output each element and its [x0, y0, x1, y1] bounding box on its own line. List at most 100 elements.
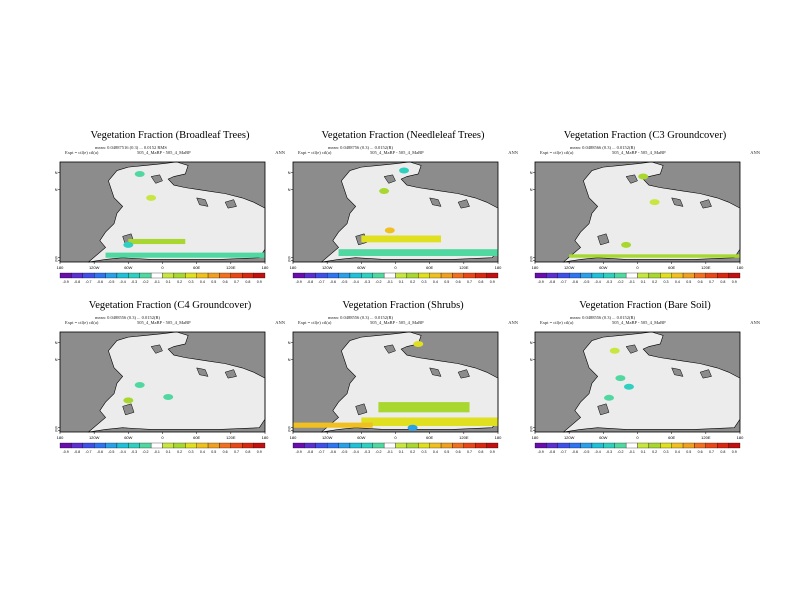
- colorbar-swatch: [315, 442, 328, 449]
- panel-season: ANN: [275, 150, 285, 155]
- land-island: [429, 367, 442, 377]
- land-island: [671, 197, 684, 207]
- colorbar-tick-label: -0.8: [549, 450, 555, 454]
- land-island: [671, 367, 684, 377]
- colorbar-swatch: [304, 272, 316, 279]
- colorbar-tick-label: -0.5: [341, 280, 347, 284]
- land-island: [150, 174, 163, 184]
- map-plot: 180 120W 60W 0 60E 120E 180 60N 40N 40S60S -0.9 -0.…: [50, 161, 269, 284]
- colorbar-tick-label: -0.1: [629, 280, 635, 284]
- x-tick-label: 120E: [459, 435, 469, 440]
- x-tick-label: 180: [532, 265, 539, 270]
- colorbar-swatch: [705, 272, 718, 279]
- colorbar-tick-label: 0.6: [223, 450, 228, 454]
- colorbar-tick-label: -0.3: [131, 280, 137, 284]
- colorbar-tick-label: 0.7: [234, 280, 239, 284]
- colorbar-swatch: [648, 272, 661, 279]
- colorbar-tick-label: 0.4: [433, 450, 438, 454]
- colorbar-tick-label: 0.6: [456, 450, 461, 454]
- colorbar-swatch: [162, 442, 175, 449]
- colorbar-tick-label: -0.1: [154, 450, 160, 454]
- land-island: [699, 199, 712, 209]
- colorbar-tick-label: -0.3: [131, 450, 137, 454]
- colorbar-swatch: [59, 272, 72, 279]
- panel-expt-label: Expt = ctl(e) ctl(a): [540, 150, 574, 155]
- colorbar-tick-label: -0.2: [142, 450, 148, 454]
- colorbar-tick-label: 0.6: [698, 450, 703, 454]
- colorbar-tick-label: -0.2: [375, 280, 381, 284]
- y-tick-label: 40N: [530, 187, 533, 192]
- data-blob: [379, 188, 390, 195]
- colorbar-tick-label: 0.2: [177, 450, 182, 454]
- land-island: [597, 233, 610, 246]
- colorbar-tick-label: -0.1: [387, 280, 393, 284]
- colorbar-tick-label: 0.1: [399, 280, 404, 284]
- colorbar-tick-label: 0.3: [663, 450, 668, 454]
- colorbar-swatch: [94, 442, 106, 449]
- data-band: [378, 402, 470, 413]
- colorbar-tick-label: 0.7: [234, 450, 239, 454]
- land-island: [224, 369, 237, 379]
- colorbar-tick-label: -0.2: [617, 450, 623, 454]
- colorbar-tick-label: -0.9: [296, 450, 302, 454]
- x-tick-label: 180: [495, 435, 502, 440]
- colorbar-tick-label: 0.9: [490, 450, 495, 454]
- x-tick-label: 120W: [564, 435, 575, 440]
- data-band: [105, 252, 265, 258]
- colorbar-tick-label: 0.2: [652, 280, 657, 284]
- colorbar-swatch: [728, 442, 741, 449]
- colorbar-swatch: [591, 442, 604, 449]
- panel-title: Vegetation Fraction (Shrubs): [342, 300, 464, 311]
- colorbar-swatch: [71, 442, 83, 449]
- land-island: [457, 369, 470, 379]
- colorbar-tick-label: 0.1: [399, 450, 404, 454]
- panel-stats: mean: 0.0488556 (0.3) ... 0.0152(R): [95, 315, 160, 320]
- land-island: [196, 197, 209, 207]
- colorbar-swatch: [463, 272, 476, 279]
- colorbar-swatch: [105, 442, 118, 449]
- data-blob: [413, 340, 424, 347]
- colorbar-tick-label: 0.5: [444, 280, 449, 284]
- data-blob: [146, 194, 157, 201]
- x-tick-label: 60W: [599, 265, 607, 270]
- colorbar-tick-label: 0.4: [200, 450, 205, 454]
- colorbar-swatch: [475, 442, 487, 449]
- colorbar-tick-label: 0.4: [675, 450, 680, 454]
- colorbar-swatch: [150, 442, 163, 449]
- colorbar-swatch: [242, 442, 254, 449]
- colorbar-swatch: [116, 442, 129, 449]
- colorbar-swatch: [637, 272, 650, 279]
- land-island: [224, 199, 237, 209]
- colorbar-swatch: [418, 442, 430, 449]
- colorbar-tick-label: -0.5: [583, 450, 589, 454]
- colorbar-swatch: [682, 442, 695, 449]
- panel-c3-groundcover: Vegetation Fraction (C3 Groundcover) mea…: [525, 130, 760, 300]
- colorbar-tick-label: -0.3: [364, 280, 370, 284]
- colorbar-tick-label: -0.4: [595, 450, 601, 454]
- panel-case-label: 505_4_MaBP - 505_4_MaBP: [137, 320, 191, 325]
- land-island: [625, 174, 638, 184]
- colorbar-swatch: [150, 272, 163, 279]
- colorbar-tick-label: -0.4: [120, 280, 126, 284]
- panel-shrubs: Vegetation Fraction (Shrubs) mean: 0.048…: [283, 300, 518, 470]
- colorbar-tick-label: -0.4: [595, 280, 601, 284]
- colorbar-tick-label: -0.5: [108, 280, 114, 284]
- y-tick-label: 60N: [55, 170, 58, 175]
- x-tick-label: 180: [737, 435, 744, 440]
- colorbar-swatch: [603, 442, 615, 449]
- panel-title: Vegetation Fraction (C3 Groundcover): [563, 130, 727, 141]
- panel-title: Vegetation Fraction (Needleleaf Trees): [321, 130, 485, 141]
- y-tick-label: 60N: [288, 340, 291, 345]
- colorbar-tick-label: -0.1: [629, 450, 635, 454]
- colorbar-tick-label: -0.8: [74, 450, 80, 454]
- colorbar-swatch: [128, 272, 140, 279]
- colorbar-swatch: [694, 442, 706, 449]
- colorbar-tick-label: -0.7: [85, 280, 91, 284]
- panel-expt-label: Expt = ctl(e) ctl(a): [65, 320, 99, 325]
- colorbar-swatch: [603, 272, 615, 279]
- y-tick-label: 60S: [288, 428, 291, 433]
- colorbar-tick-label: -0.6: [330, 450, 336, 454]
- colorbar-tick-label: 0.6: [698, 280, 703, 284]
- colorbar-swatch: [534, 442, 547, 449]
- colorbar-tick-label: -0.1: [387, 450, 393, 454]
